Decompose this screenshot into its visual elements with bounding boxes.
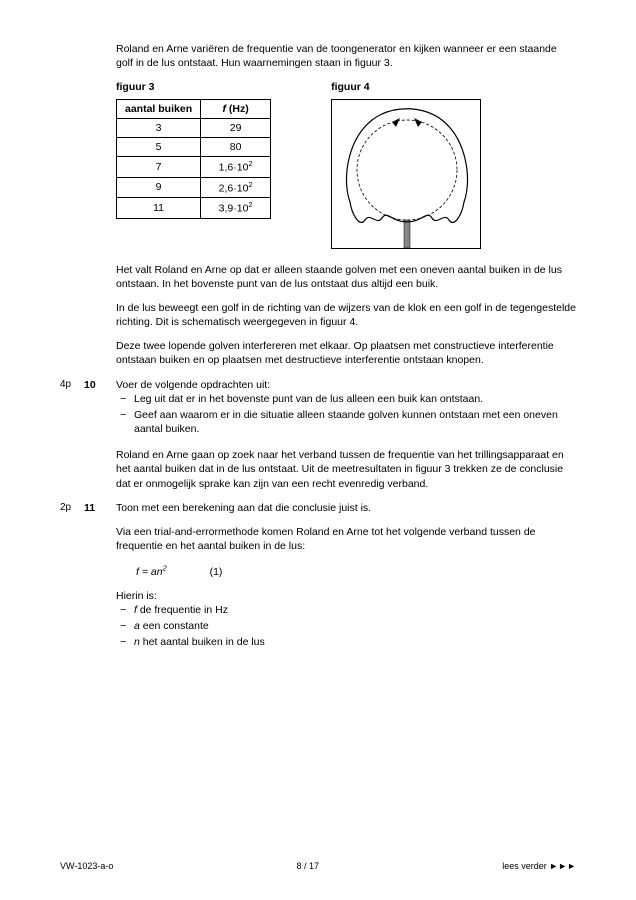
hierin-lead: Hierin is: <box>116 589 576 603</box>
loop-diagram-svg <box>332 100 482 250</box>
figure-4-diagram <box>331 99 481 249</box>
content: Via een trial-and-errormethode komen Rol… <box>116 525 576 650</box>
figure-4-caption: figuur 4 <box>331 80 481 94</box>
question-11: 2p 11 Toon met een berekening aan dat di… <box>60 501 576 515</box>
table-header: f (Hz) <box>201 99 271 118</box>
intro-paragraph: Roland en Arne variëren de frequentie va… <box>116 42 576 70</box>
figure-3-block: figuur 3 aantal buiken f (Hz) 329 580 71… <box>116 80 271 219</box>
content: Roland en Arne gaan op zoek naar het ver… <box>116 448 576 491</box>
page: Roland en Arne variëren de frequentie va… <box>0 0 636 692</box>
question-10: 4p 10 Voer de volgende opdrachten uit: L… <box>60 378 576 439</box>
hierin-block: Hierin is: f de frequentie in Hz a een c… <box>116 589 576 650</box>
question-number: 11 <box>84 501 116 515</box>
paragraph-6: Via een trial-and-errormethode komen Rol… <box>116 525 576 553</box>
footer-right: lees verder ►►► <box>502 860 576 872</box>
list-item: n het aantal buiken in de lus <box>116 635 576 649</box>
table-header: aantal buiken <box>117 99 201 118</box>
question-points: 4p <box>60 378 84 392</box>
question-number: 10 <box>84 378 116 392</box>
figure-3-caption: figuur 3 <box>116 80 271 94</box>
paragraph-5: Roland en Arne gaan op zoek naar het ver… <box>116 448 576 491</box>
content: Roland en Arne variëren de frequentie va… <box>116 42 576 368</box>
footer-center: 8 / 17 <box>297 860 320 872</box>
paragraph-4: Deze twee lopende golven interfereren me… <box>116 339 576 367</box>
question-body: Toon met een berekening aan dat die conc… <box>116 501 576 515</box>
paragraph-2: Het valt Roland en Arne op dat er alleen… <box>116 263 576 291</box>
formula-expr: f = an2 <box>136 566 167 578</box>
table-row: 71,6·102 <box>117 157 271 178</box>
list-item: a een constante <box>116 619 576 633</box>
figure-4-block: figuur 4 <box>331 80 481 248</box>
question-items: Leg uit dat er in het bovenste punt van … <box>116 392 576 437</box>
question-body: Voer de volgende opdrachten uit: Leg uit… <box>116 378 576 439</box>
table-row: 92,6·102 <box>117 177 271 198</box>
footer-left: VW-1023-a-o <box>60 860 113 872</box>
list-item: f de frequentie in Hz <box>116 603 576 617</box>
list-item: Geef aan waarom er in die situatie allee… <box>116 408 576 436</box>
table-row: 113,9·102 <box>117 198 271 219</box>
hierin-items: f de frequentie in Hz a een constante n … <box>116 603 576 650</box>
formula-eqnum: (1) <box>210 566 223 578</box>
paragraph-3: In de lus beweegt een golf in de richtin… <box>116 301 576 329</box>
question-lead: Voer de volgende opdrachten uit: <box>116 378 576 392</box>
formula: f = an2 (1) <box>136 563 576 579</box>
footer: VW-1023-a-o 8 / 17 lees verder ►►► <box>60 860 576 872</box>
list-item: Leg uit dat er in het bovenste punt van … <box>116 392 576 406</box>
figure-row: figuur 3 aantal buiken f (Hz) 329 580 71… <box>116 80 576 248</box>
table-row: 329 <box>117 118 271 137</box>
question-points: 2p <box>60 501 84 515</box>
figure-3-table: aantal buiken f (Hz) 329 580 71,6·102 92… <box>116 99 271 220</box>
table-row: 580 <box>117 137 271 156</box>
